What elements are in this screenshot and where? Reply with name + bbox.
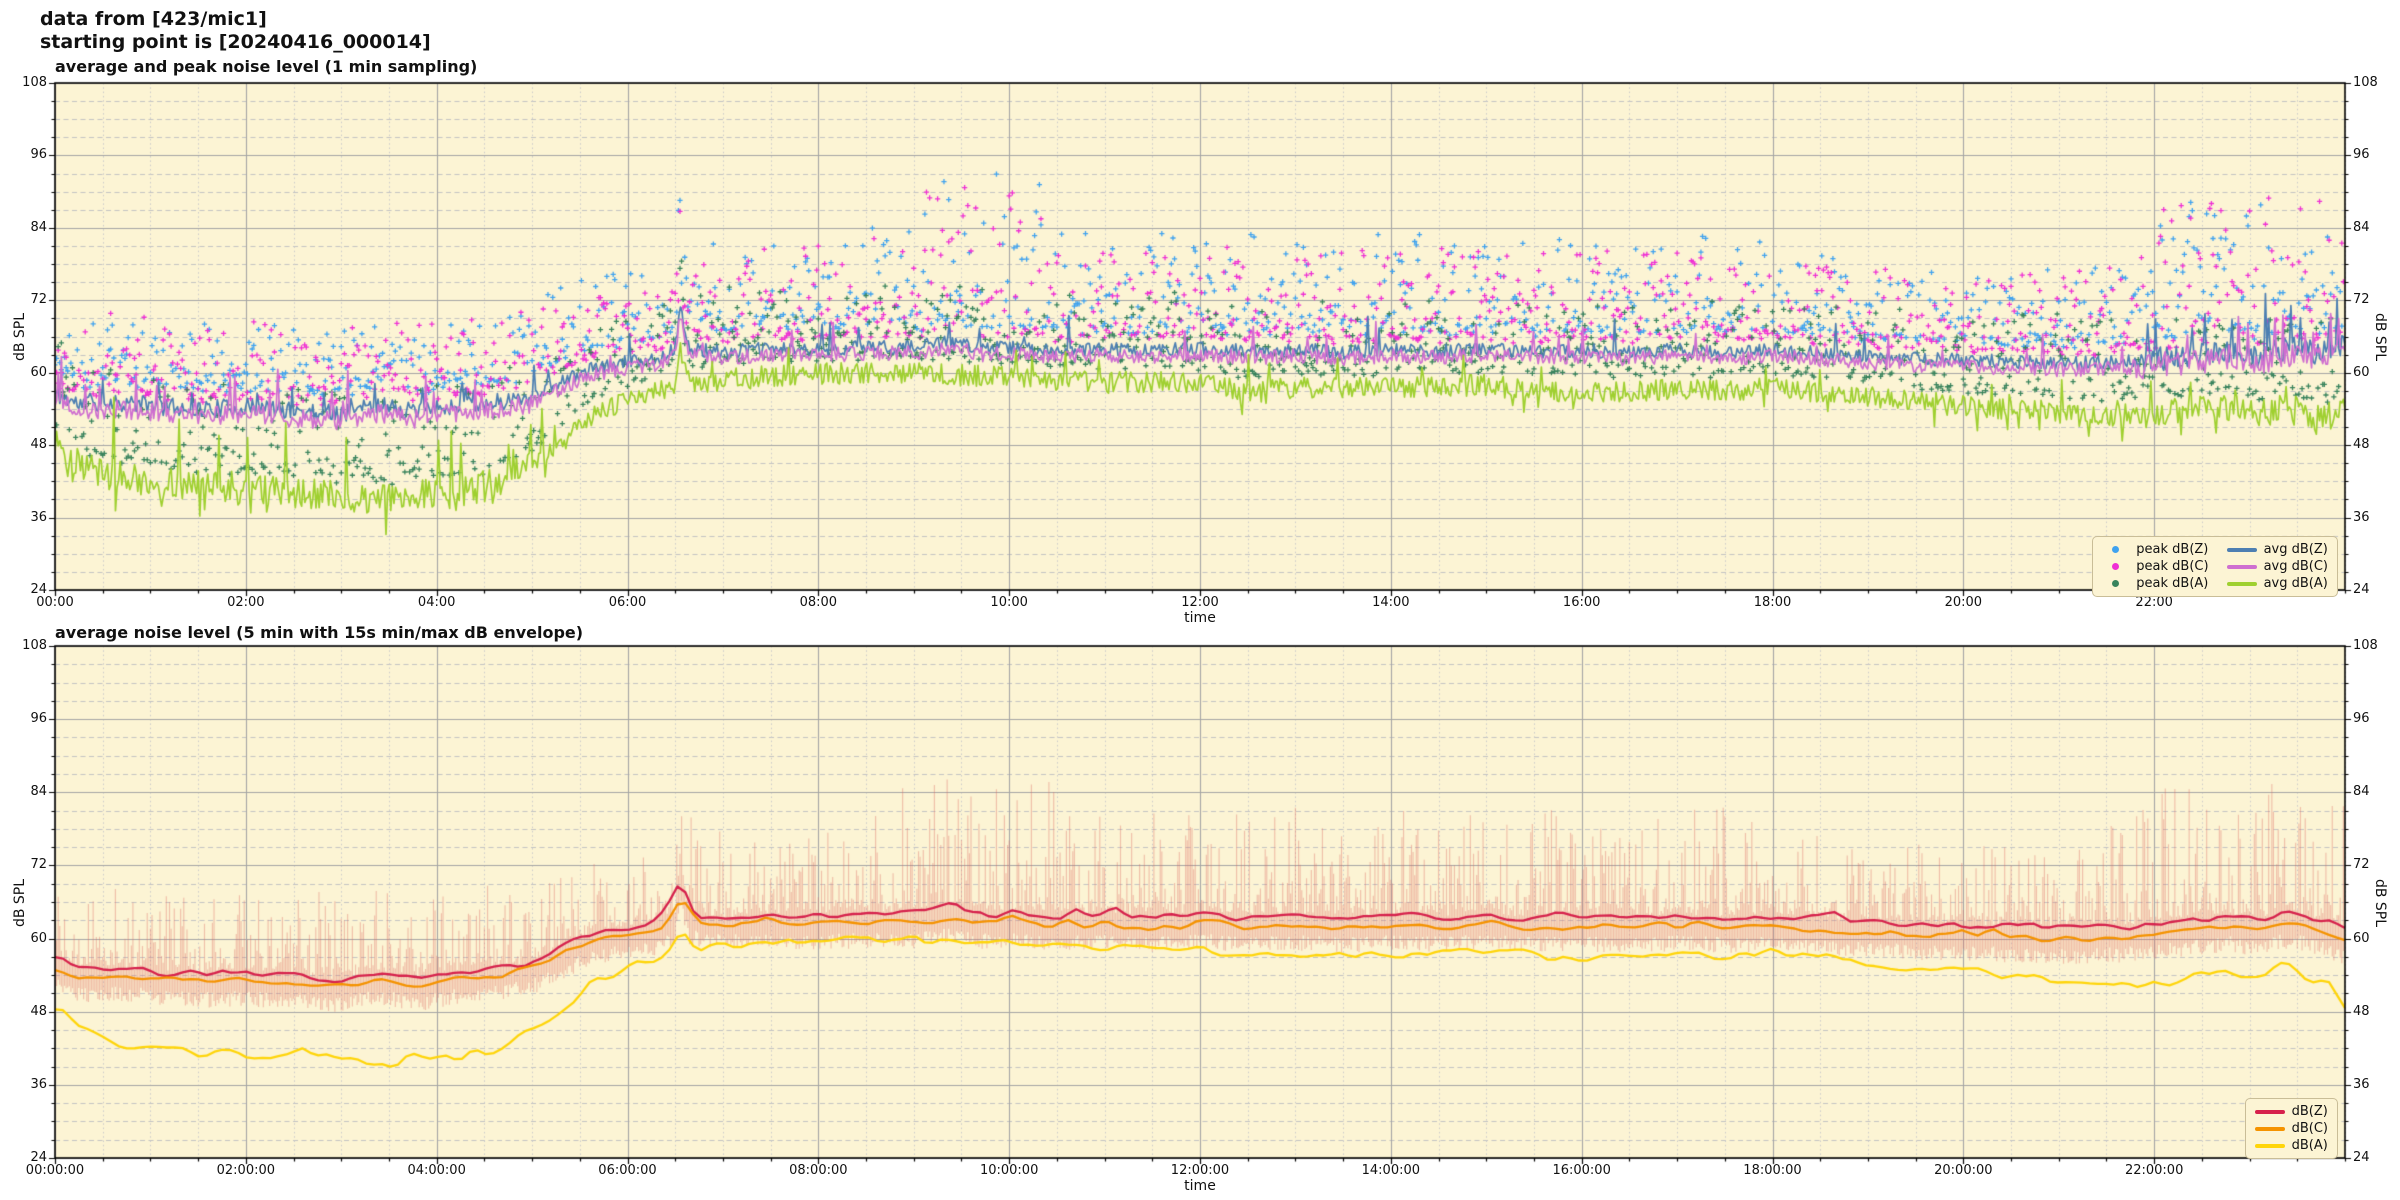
- y-tick-label-left: 24: [30, 1150, 47, 1165]
- x-tick-label: 16:00:00: [1552, 1163, 1611, 1178]
- legend-label: dB(Z): [2291, 1104, 2328, 1119]
- top-legend: peak dB(Z) peak dB(C) peak dB(A) avg dB(Z) a…: [2092, 536, 2338, 597]
- legend-line-swatch: [2254, 1126, 2285, 1131]
- y-tick-label-right: 24: [2353, 1150, 2370, 1165]
- y-tick-label-left: 84: [30, 219, 47, 235]
- y-tick-label-left: 108: [22, 75, 47, 90]
- y-tick-label-right: 96: [2353, 711, 2370, 727]
- y-tick-label-right: 36: [2353, 509, 2370, 525]
- y-tick-label-left: 72: [30, 857, 47, 873]
- x-tick-label: 12:00: [1181, 595, 1219, 610]
- x-tick-label: 04:00:00: [407, 1163, 466, 1178]
- y-tick-label-left: 108: [22, 638, 47, 653]
- x-tick-label: 18:00:00: [1743, 1163, 1802, 1178]
- legend-label: dB(A): [2291, 1138, 2328, 1153]
- y-tick-label-left: 24: [30, 582, 47, 597]
- x-tick-label: 18:00: [1753, 595, 1792, 610]
- x-tick-label: 06:00:00: [598, 1163, 657, 1178]
- y-tick-label-right: 72: [2353, 292, 2370, 308]
- y-tick-label-left: 36: [30, 509, 47, 525]
- x-tick-label: 00:00:00: [25, 1163, 85, 1178]
- bottom-legend: dB(Z) dB(C) dB(A): [2244, 1098, 2338, 1159]
- x-tick-label: 04:00: [417, 595, 456, 610]
- x-tick-label: 06:00: [608, 595, 647, 610]
- y-tick-label-right: 84: [2353, 784, 2370, 800]
- legend-entry: avg dB(Z): [2226, 542, 2328, 557]
- legend-column: dB(Z) dB(C) dB(A): [2254, 1104, 2328, 1153]
- legend-label: avg dB(C): [2263, 559, 2328, 574]
- x-tick-label: 22:00:00: [2124, 1163, 2184, 1178]
- y-tick-label-right: 48: [2353, 437, 2370, 453]
- top-chart-title: average and peak noise level (1 min samp…: [55, 57, 478, 76]
- legend-line-swatch: [2254, 1109, 2285, 1114]
- y-tick-label-right: 84: [2353, 219, 2370, 235]
- bottom-x-axis-label: time: [1184, 1178, 1216, 1194]
- legend-entry: avg dB(A): [2226, 576, 2328, 591]
- legend-label: peak dB(C): [2136, 559, 2209, 574]
- x-tick-label: 14:00:00: [1361, 1163, 1421, 1178]
- x-tick-label: 02:00: [227, 595, 265, 610]
- x-tick-label: 14:00: [1372, 595, 1410, 610]
- y-tick-label-right: 36: [2353, 1076, 2370, 1092]
- y-tick-label-right: 60: [2353, 364, 2370, 380]
- y-tick-label-left: 60: [30, 930, 47, 946]
- legend-entry: dB(C): [2254, 1121, 2328, 1136]
- x-tick-label: 00:00: [36, 595, 74, 610]
- y-tick-label-right: 108: [2353, 638, 2378, 653]
- header-start-point: starting point is [20240416_000014]: [40, 31, 431, 53]
- y-tick-label-left: 84: [30, 784, 47, 800]
- y-tick-label-right: 108: [2353, 75, 2378, 90]
- y-tick-label-left: 60: [30, 364, 47, 380]
- legend-label: avg dB(A): [2263, 576, 2328, 591]
- bottom-chart-title: average noise level (5 min with 15s min/…: [55, 623, 584, 642]
- legend-label: dB(C): [2291, 1121, 2328, 1136]
- y-tick-label-right: 72: [2353, 857, 2370, 873]
- legend-entry: peak dB(A): [2102, 576, 2208, 591]
- legend-line-swatch: [2226, 581, 2257, 586]
- legend-entry: avg dB(C): [2226, 559, 2328, 574]
- legend-line-swatch: [2226, 547, 2257, 552]
- y-tick-label-left: 48: [30, 437, 47, 453]
- x-tick-label: 16:00: [1562, 595, 1601, 610]
- legend-line-swatch: [2226, 564, 2257, 569]
- legend-entry: peak dB(C): [2102, 559, 2209, 574]
- top-chart-canvas: [0, 0, 2400, 630]
- x-tick-label: 08:00: [799, 595, 838, 610]
- legend-column: avg dB(Z) avg dB(C) avg dB(A): [2226, 542, 2328, 591]
- top-x-axis-label: time: [1184, 610, 1216, 626]
- legend-column: peak dB(Z) peak dB(C) peak dB(A): [2102, 542, 2209, 591]
- legend-dot-swatch: [2112, 546, 2120, 553]
- legend-entry: dB(Z): [2254, 1104, 2328, 1119]
- y-tick-label-left: 36: [30, 1076, 47, 1092]
- bottom-chart-canvas: [0, 630, 2400, 1200]
- y-tick-label-right: 60: [2353, 930, 2370, 946]
- legend-dot-swatch: [2112, 563, 2120, 570]
- x-tick-label: 08:00:00: [789, 1163, 848, 1178]
- x-tick-label: 20:00: [1944, 595, 1983, 610]
- y-tick-label-right: 48: [2353, 1003, 2370, 1019]
- legend-entry: dB(A): [2254, 1138, 2328, 1153]
- legend-dot-swatch: [2112, 580, 2120, 587]
- y-tick-label-left: 48: [30, 1003, 47, 1019]
- x-tick-label: 12:00:00: [1170, 1163, 1230, 1178]
- x-tick-label: 22:00: [2135, 595, 2173, 610]
- y-tick-label-right: 24: [2353, 582, 2370, 597]
- y-tick-label-left: 96: [30, 711, 47, 727]
- header-data-source: data from [423/mic1]: [40, 8, 267, 30]
- x-tick-label: 10:00:00: [979, 1163, 1039, 1178]
- legend-label: peak dB(Z): [2136, 542, 2209, 557]
- y-tick-label-left: 72: [30, 292, 47, 308]
- legend-entry: peak dB(Z): [2102, 542, 2208, 557]
- x-tick-label: 02:00:00: [216, 1163, 276, 1178]
- y-tick-label-left: 96: [30, 147, 47, 163]
- legend-line-swatch: [2254, 1143, 2285, 1148]
- x-tick-label: 10:00: [990, 595, 1028, 610]
- x-tick-label: 20:00:00: [1934, 1163, 1993, 1178]
- legend-label: avg dB(Z): [2263, 542, 2328, 557]
- y-tick-label-right: 96: [2353, 147, 2370, 163]
- legend-label: peak dB(A): [2136, 576, 2209, 591]
